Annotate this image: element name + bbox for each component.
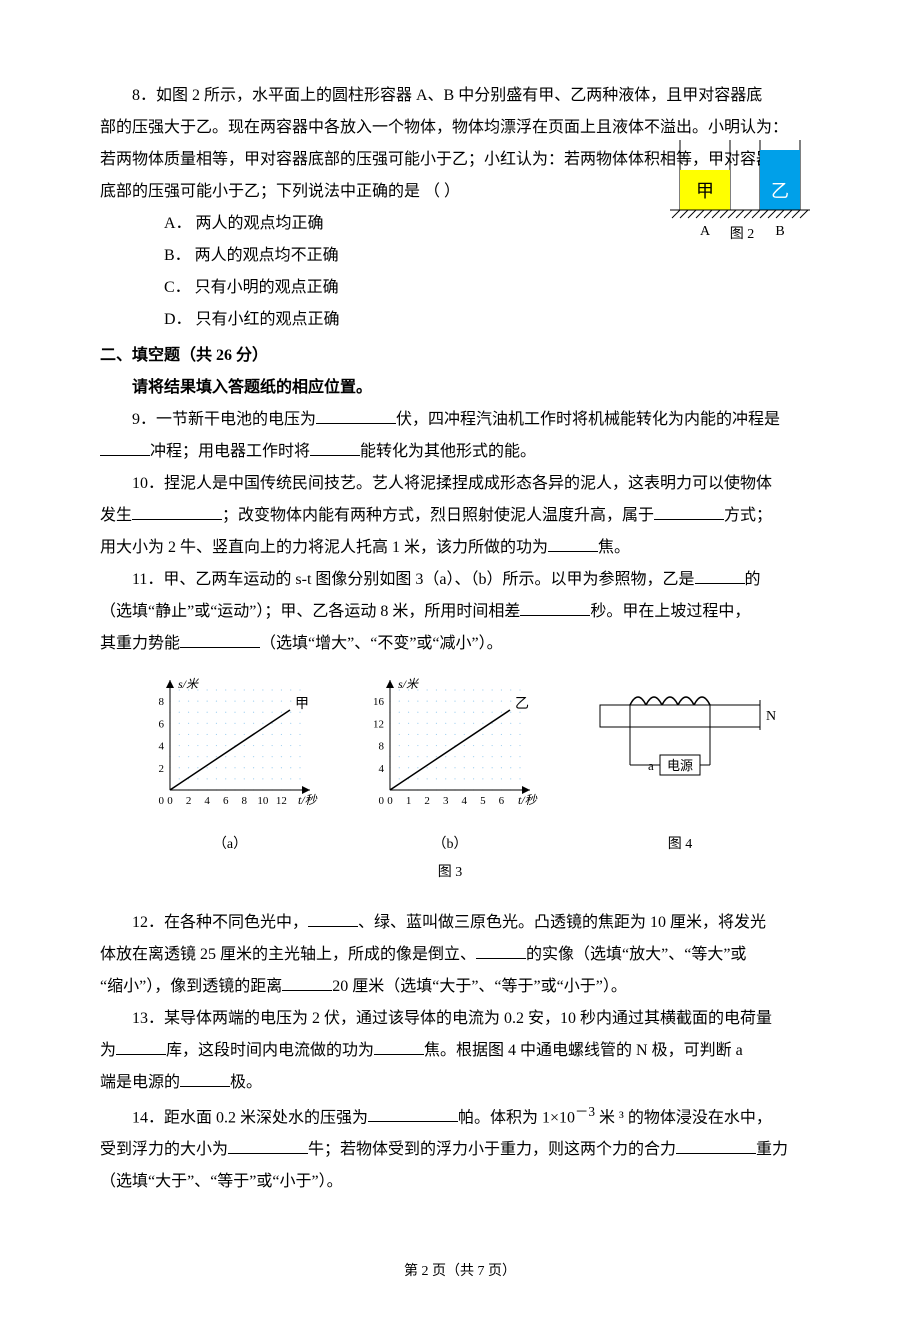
- question-13b: 为库，这段时间内电流做的功为焦。根据图 4 中通电螺线管的 N 极，可判断 a: [100, 1035, 820, 1067]
- svg-text:1: 1: [406, 795, 412, 807]
- question-11b: （选填“静止”或“运动”）；甲、乙各运动 8 米，所用时间相差秒。甲在上坡过程中…: [100, 596, 820, 628]
- fig2-label-jia: 甲: [696, 181, 714, 201]
- fig2-nameB: B: [775, 224, 784, 239]
- fig3-caption: 图 3: [360, 859, 540, 887]
- svg-text:2: 2: [424, 795, 430, 807]
- q8-optD: D． 只有小红的观点正确: [100, 304, 820, 336]
- svg-text:8: 8: [379, 741, 385, 753]
- question-13: 13．某导体两端的电压为 2 伏，通过该导体的电流为 0.2 安，10 秒内通过…: [100, 1003, 820, 1035]
- svg-text:4: 4: [204, 795, 210, 807]
- svg-text:6: 6: [223, 795, 229, 807]
- figure-4: 电源 a N 图 4: [580, 670, 780, 887]
- question-11c: 其重力势能（选填“增大”、“不变”或“减小”）。: [100, 628, 820, 660]
- question-12c: “缩小”），像到透镜的距离20 厘米（选填“大于”、“等于”或“小于”）。: [100, 971, 820, 1003]
- question-14c: （选填“大于”、“等于”或“小于”）。: [100, 1166, 820, 1198]
- svg-text:10: 10: [257, 795, 269, 807]
- question-13c: 端是电源的极。: [100, 1067, 820, 1099]
- q8-optC: C． 只有小明的观点正确: [100, 272, 820, 304]
- figure-3b: 乙 s/米 t/秒 01234560 481216 （b） 图 3: [360, 670, 540, 887]
- q8-line1: 8．如图 2 所示，水平面上的圆柱形容器 A、B 中分别盛有甲、乙两种液体，且甲…: [100, 80, 820, 112]
- svg-text:s/米: s/米: [178, 677, 200, 691]
- section-2-sub: 请将结果填入答题纸的相应位置。: [100, 372, 820, 404]
- section-2-title: 二、填空题（共 26 分）: [100, 340, 820, 372]
- svg-text:a: a: [648, 758, 654, 773]
- fig2-nameA: A: [700, 224, 711, 239]
- svg-text:t/秒: t/秒: [518, 793, 538, 807]
- question-12b: 体放在离透镜 25 厘米的主光轴上，所成的像是倒立、的实像（选填“放大”、“等大…: [100, 939, 820, 971]
- svg-text:2: 2: [159, 763, 165, 775]
- fig4-caption: 图 4: [580, 831, 780, 859]
- figure-2: 甲 乙 A B 图 2: [650, 120, 830, 272]
- figure-3a: 甲 s/米 t/秒 0246810120 2468 （a）: [140, 670, 320, 887]
- svg-text:N: N: [766, 709, 776, 724]
- question-14b: 受到浮力的大小为牛；若物体受到的浮力小于重力，则这两个力的合力重力: [100, 1134, 820, 1166]
- fig2-caption: 图 2: [730, 227, 755, 242]
- svg-text:0: 0: [167, 795, 173, 807]
- fig2-label-yi: 乙: [771, 181, 789, 201]
- svg-text:6: 6: [159, 718, 165, 730]
- svg-text:4: 4: [462, 795, 468, 807]
- question-10c: 用大小为 2 牛、竖直向上的力将泥人托高 1 米，该力所做的功为焦。: [100, 532, 820, 564]
- figure-2-svg: 甲 乙 A B 图 2: [650, 120, 830, 260]
- svg-text:3: 3: [443, 795, 449, 807]
- svg-text:乙: 乙: [515, 696, 529, 712]
- question-14: 14．距水面 0.2 米深处水的压强为帕。体积为 1×10－3 米 ³ 的物体浸…: [100, 1099, 820, 1134]
- question-9: 9．一节新干电池的电压为伏，四冲程汽油机工作时将机械能转化为内能的冲程是: [100, 404, 820, 436]
- svg-text:甲: 甲: [295, 697, 309, 712]
- fig3b-sub: （b）: [360, 831, 540, 859]
- fig3a-sub: （a）: [140, 831, 320, 859]
- svg-text:12: 12: [373, 718, 384, 730]
- svg-text:12: 12: [276, 795, 287, 807]
- question-10b: 发生；改变物体内能有两种方式，烈日照射使泥人温度升高，属于方式；: [100, 500, 820, 532]
- question-10: 10．捏泥人是中国传统民间技艺。艺人将泥揉捏成成形态各异的泥人，这表明力可以使物…: [100, 468, 820, 500]
- svg-text:6: 6: [499, 795, 505, 807]
- question-8: 8．如图 2 所示，水平面上的圆柱形容器 A、B 中分别盛有甲、乙两种液体，且甲…: [100, 80, 820, 336]
- svg-text:0: 0: [159, 795, 165, 807]
- svg-text:5: 5: [480, 795, 486, 807]
- svg-text:4: 4: [379, 763, 385, 775]
- svg-text:4: 4: [159, 741, 165, 753]
- svg-text:t/秒: t/秒: [298, 793, 318, 807]
- svg-text:0: 0: [379, 795, 385, 807]
- figure-row: 甲 s/米 t/秒 0246810120 2468 （a） 乙 s/米 t/秒 …: [100, 670, 820, 887]
- svg-text:2: 2: [186, 795, 192, 807]
- question-9b: 冲程；用电器工作时将能转化为其他形式的能。: [100, 436, 820, 468]
- svg-text:0: 0: [387, 795, 393, 807]
- svg-text:8: 8: [159, 696, 165, 708]
- question-11: 11．甲、乙两车运动的 s-t 图像分别如图 3（a）、（b）所示。以甲为参照物…: [100, 564, 820, 596]
- svg-text:8: 8: [242, 795, 248, 807]
- question-12: 12．在各种不同色光中，、绿、蓝叫做三原色光。凸透镜的焦距为 10 厘米，将发光: [100, 907, 820, 939]
- svg-text:s/米: s/米: [398, 677, 420, 691]
- page-footer: 第 2 页（共 7 页）: [100, 1258, 820, 1286]
- svg-text:16: 16: [373, 696, 385, 708]
- svg-text:电源: 电源: [667, 758, 693, 773]
